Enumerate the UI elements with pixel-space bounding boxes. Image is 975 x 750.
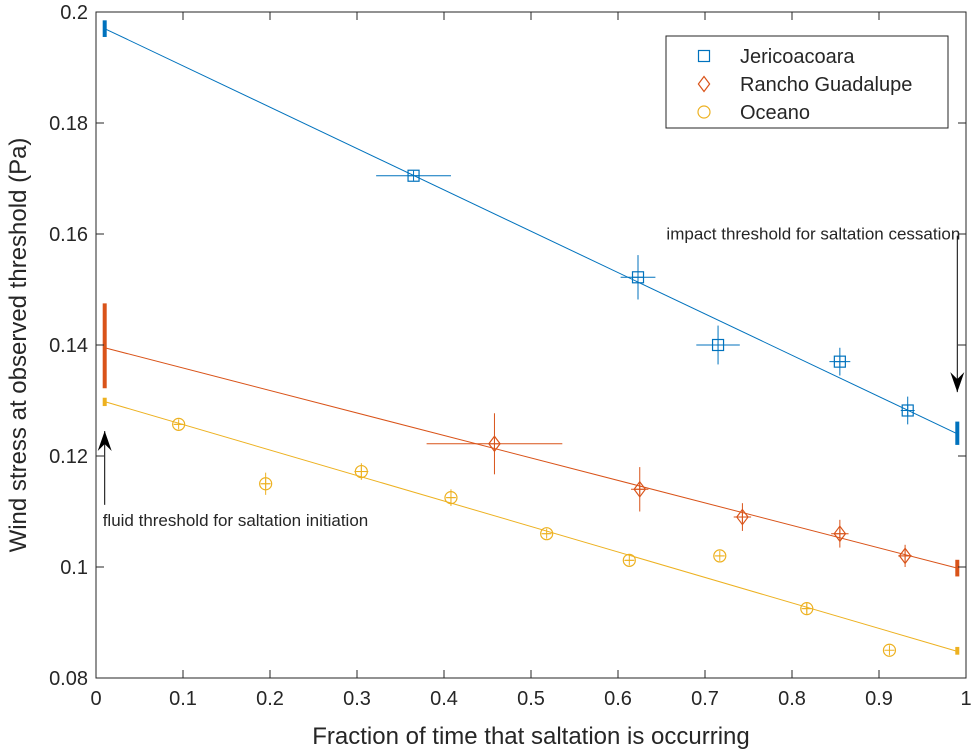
oceano-point xyxy=(259,477,273,491)
oceano-point xyxy=(354,464,368,479)
legend-jericoacoara-label: Jericoacoara xyxy=(740,46,855,68)
x-tick-label: 0.7 xyxy=(691,688,719,710)
x-tick-label: 0.6 xyxy=(604,688,632,710)
oceano-point xyxy=(444,491,458,505)
rancho-guadalupe-point xyxy=(833,525,847,543)
jericoacoara-point xyxy=(631,271,645,284)
legend-oceano-marker xyxy=(697,105,711,119)
rancho-guadalupe-point xyxy=(736,508,749,526)
oceano-point xyxy=(540,527,554,541)
jericoacoara-point xyxy=(901,404,914,417)
rancho-guadalupe-point xyxy=(488,435,501,453)
y-axis-title: Wind stress at observed threshold (Pa) xyxy=(5,138,32,553)
oceano-fit-line xyxy=(104,401,958,652)
threshold-endpoint-bars xyxy=(102,20,960,655)
x-axis-ticks: 0 0.1 0.2 0.3 0.4 0.5 0.6 0.7 0.8 0.9 1 xyxy=(90,12,972,710)
fluid-threshold-arrow-head xyxy=(97,431,112,452)
y-tick-label: 0.12 xyxy=(49,446,88,468)
x-tick-label: 0.3 xyxy=(343,688,371,710)
y-tick-label: 0.14 xyxy=(49,335,88,357)
legend-rancho-guadalupe-label: Rancho Guadalupe xyxy=(740,74,912,96)
oceano-point xyxy=(882,643,897,657)
y-axis-ticks: 0.08 0.1 0.12 0.14 0.16 0.18 0.2 xyxy=(49,2,966,690)
impact-threshold-annotation: impact threshold for saltation cessation xyxy=(666,225,960,244)
fit-lines xyxy=(104,28,958,652)
x-tick-label: 0 xyxy=(90,688,101,710)
legend-box xyxy=(665,35,949,129)
jericoacoara-point xyxy=(833,355,846,368)
legend: Jericoacoara Rancho Guadalupe Oceano xyxy=(665,35,949,129)
y-tick-label: 0.16 xyxy=(49,224,88,246)
annotations: impact threshold for saltation cessation… xyxy=(97,225,965,530)
x-axis-title: Fraction of time that saltation is occur… xyxy=(312,723,750,750)
legend-oceano-label: Oceano xyxy=(740,102,810,124)
x-tick-label: 1 xyxy=(960,688,971,710)
rancho-guadalupe-fit-line xyxy=(104,347,958,569)
y-tick-label: 0.2 xyxy=(60,2,88,24)
oceano-point xyxy=(713,549,727,563)
x-tick-label: 0.1 xyxy=(169,688,197,710)
fluid-threshold-annotation: fluid threshold for saltation initiation xyxy=(103,511,369,530)
rancho-guadalupe-point xyxy=(898,547,912,565)
jericoacoara-fit-line xyxy=(104,28,958,435)
data-markers xyxy=(172,169,914,657)
y-tick-label: 0.08 xyxy=(49,668,88,690)
oceano-point xyxy=(800,602,814,616)
x-tick-label: 0.9 xyxy=(865,688,893,710)
legend-rancho-guadalupe-marker xyxy=(697,75,711,93)
x-tick-label: 0.8 xyxy=(778,688,806,710)
oceano-point xyxy=(172,417,186,431)
impact-threshold-arrow-head xyxy=(950,372,965,393)
jericoacoara-point xyxy=(711,338,725,352)
jericoacoara-point xyxy=(407,169,420,182)
x-tick-label: 0.5 xyxy=(517,688,545,710)
rancho-guadalupe-point xyxy=(633,480,647,498)
y-tick-label: 0.18 xyxy=(49,113,88,135)
x-tick-label: 0.2 xyxy=(256,688,284,710)
oceano-point xyxy=(622,553,636,567)
y-tick-label: 0.1 xyxy=(60,557,88,579)
x-tick-label: 0.4 xyxy=(430,688,458,710)
legend-jericoacoara-marker xyxy=(697,49,711,63)
error-bars xyxy=(173,170,915,656)
